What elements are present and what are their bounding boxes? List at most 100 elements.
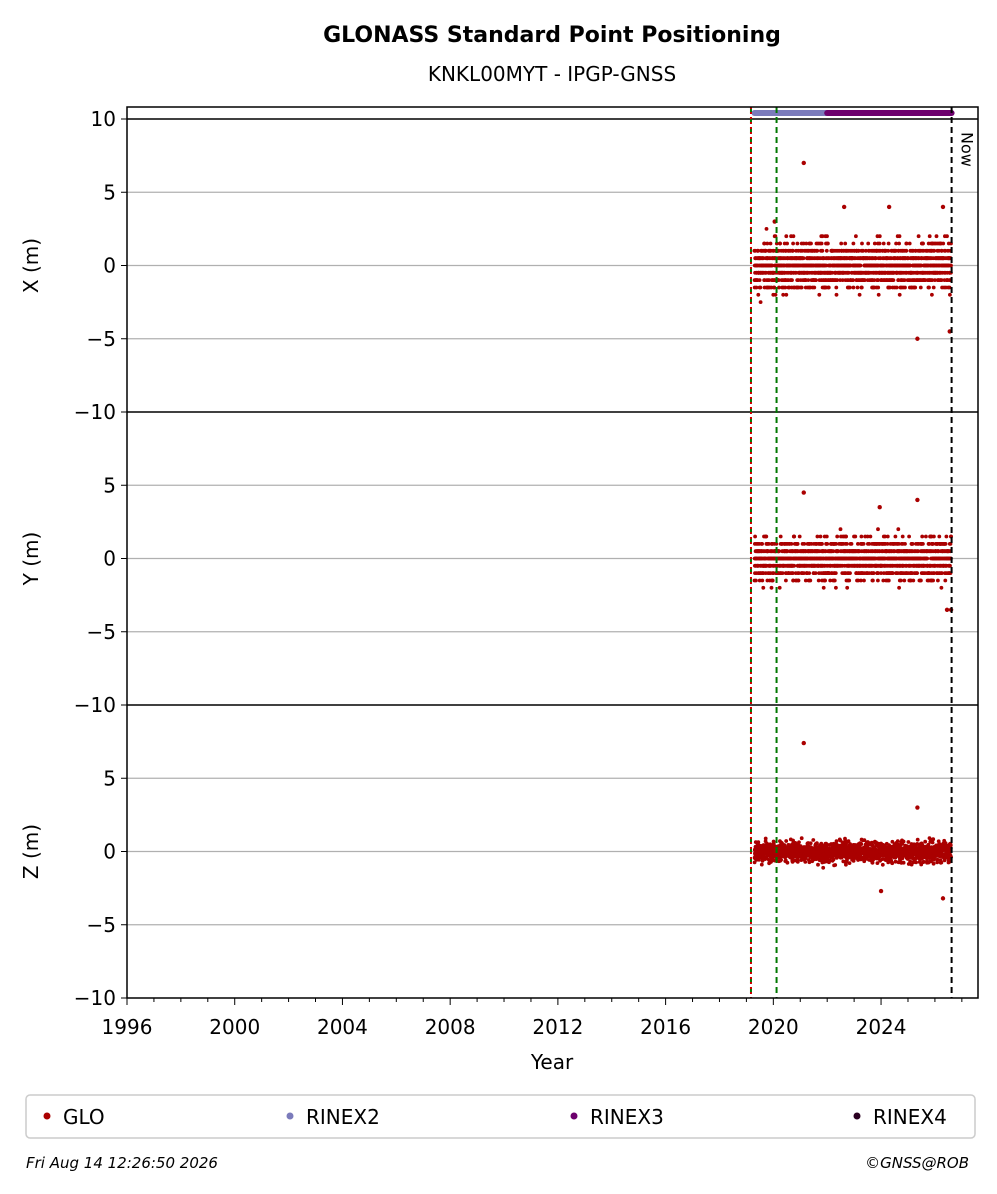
y-tick-label: 0: [103, 254, 116, 278]
y-tick-label: −5: [87, 620, 116, 644]
data-point: [883, 534, 887, 539]
data-point: [802, 571, 806, 575]
outlier-point: [801, 490, 806, 495]
data-point: [802, 542, 807, 546]
data-point: [893, 248, 898, 253]
data-point: [895, 839, 900, 843]
data-point: [847, 285, 852, 290]
data-point: [897, 234, 902, 239]
data-point: [797, 840, 801, 845]
data-point: [790, 571, 795, 575]
data-point: [808, 841, 813, 846]
data-point: [834, 285, 839, 290]
data-point: [771, 571, 776, 575]
data-point: [765, 241, 770, 246]
data-point: [859, 578, 863, 583]
data-point: [901, 860, 906, 865]
data-point: [824, 248, 829, 253]
data-point: [758, 300, 763, 304]
legend-box: [25, 1094, 976, 1139]
data-point: [914, 860, 918, 865]
data-point: [877, 241, 882, 246]
legend-label: RINEX2: [306, 1105, 380, 1129]
data-point: [897, 292, 902, 297]
data-point: [916, 549, 920, 554]
data-point: [856, 248, 861, 253]
y-tick-label: −10: [74, 400, 116, 424]
x-tick-label: 1996: [102, 1015, 153, 1039]
outlier-point: [841, 204, 847, 210]
data-point: [902, 578, 907, 583]
data-point: [756, 248, 760, 253]
data-point: [753, 534, 757, 539]
data-point: [754, 578, 758, 583]
data-point: [939, 585, 944, 590]
data-point: [764, 534, 769, 539]
data-point: [825, 542, 830, 546]
data-point: [921, 241, 925, 246]
legend-marker: [43, 1112, 51, 1120]
data-point: [859, 842, 864, 846]
data-point: [761, 585, 766, 590]
data-point: [948, 292, 952, 297]
outlier-point: [877, 505, 882, 510]
data-point: [944, 534, 949, 539]
data-point: [871, 571, 876, 575]
data-point: [915, 571, 919, 575]
outlier-point: [886, 204, 892, 210]
data-point: [939, 248, 944, 253]
data-point: [902, 278, 907, 282]
data-point: [760, 578, 765, 583]
footer-timestamp: Fri Aug 14 12:26:50 2026: [26, 1154, 218, 1172]
data-point: [769, 585, 774, 590]
data-point: [833, 863, 838, 867]
data-point: [803, 860, 808, 864]
data-point: [916, 234, 921, 239]
data-point: [880, 862, 885, 867]
data-point: [856, 542, 860, 546]
data-point: [890, 861, 895, 866]
data-point: [816, 578, 821, 583]
data-point: [903, 542, 907, 546]
y-tick-label: −5: [87, 327, 116, 351]
data-point: [791, 234, 796, 239]
data-point: [839, 241, 844, 246]
data-point: [767, 278, 771, 282]
data-point: [766, 542, 771, 546]
legend-label: RINEX3: [590, 1105, 664, 1129]
data-point: [896, 527, 901, 532]
legend-marker: [286, 1112, 294, 1120]
data-point: [851, 278, 855, 282]
legend-label: RINEX4: [873, 1105, 947, 1129]
data-point: [891, 278, 896, 282]
data-point: [757, 278, 762, 282]
series-glo-panel-3: [752, 740, 953, 901]
legend-label: GLO: [63, 1105, 105, 1129]
data-point: [809, 241, 813, 246]
chart-subtitle: KNKL00MYT - IPGP-GNSS: [428, 62, 676, 86]
y-tick-label: −5: [87, 913, 116, 937]
data-point: [943, 578, 948, 583]
data-point: [776, 278, 781, 282]
data-point: [867, 542, 872, 546]
data-point: [799, 836, 804, 841]
data-point: [936, 578, 940, 583]
data-point: [795, 542, 800, 546]
data-point: [934, 234, 939, 239]
data-point: [943, 542, 948, 546]
data-point: [900, 534, 905, 539]
data-point: [768, 241, 773, 246]
y-axis-label: X (m): [19, 238, 43, 293]
data-point: [937, 248, 941, 253]
data-point: [831, 549, 836, 554]
outlier-point: [940, 896, 946, 901]
x-tick-label: 2008: [425, 1015, 476, 1039]
data-point: [790, 278, 794, 282]
data-point: [779, 857, 783, 862]
data-point: [817, 292, 822, 297]
data-point: [778, 241, 782, 246]
data-point: [820, 234, 825, 239]
series-glo-panel-2: [752, 490, 954, 612]
data-point: [834, 839, 839, 844]
data-point: [865, 534, 870, 539]
